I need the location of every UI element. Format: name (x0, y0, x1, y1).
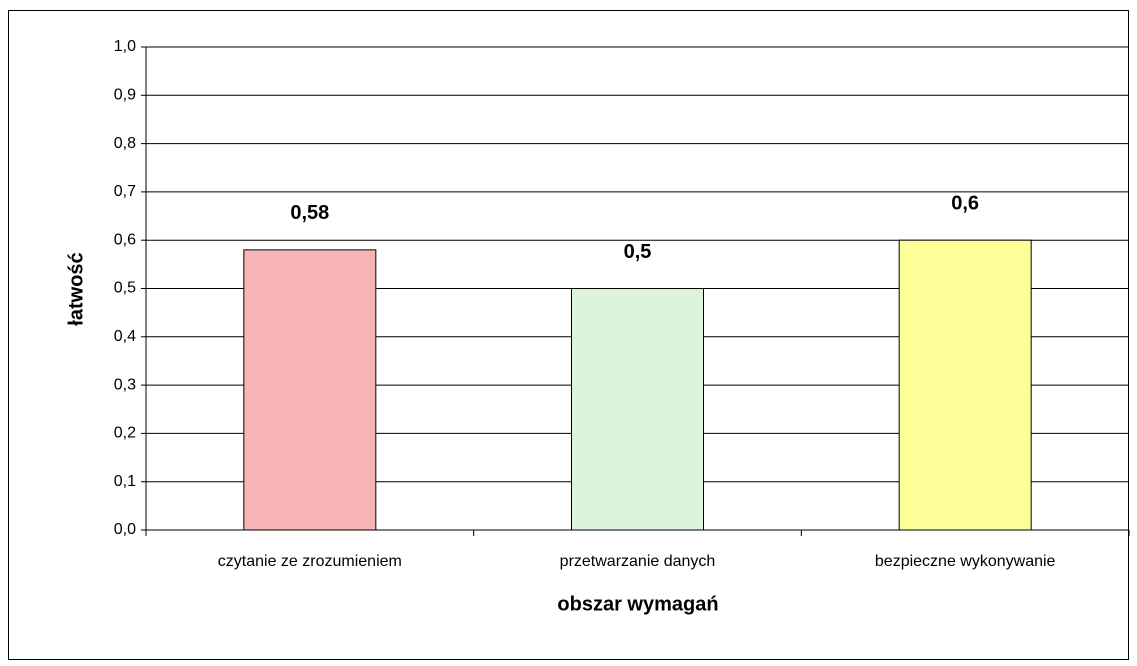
x-axis-title: obszar wymagań (557, 593, 718, 615)
y-tick-label: 1,0 (114, 38, 136, 55)
bar (898, 239, 1032, 531)
data-label: 0,6 (951, 192, 979, 214)
x-tick-label: czytanie ze zrozumieniem (218, 553, 402, 570)
bar (571, 288, 704, 531)
y-tick-label: 0,4 (114, 328, 136, 345)
y-tick-label: 0,8 (114, 135, 136, 152)
bar (243, 249, 377, 531)
y-tick-label: 0,3 (114, 376, 136, 393)
x-tick-label: przetwarzanie danych (560, 553, 716, 570)
x-tick-label: bezpieczne wykonywanie (875, 553, 1056, 570)
y-tick-label: 0,6 (114, 231, 136, 248)
y-tick-label: 0,1 (114, 473, 136, 490)
y-tick-label: 0,9 (114, 87, 136, 104)
y-tick-label: 0,5 (114, 280, 136, 297)
y-axis-title: łatwość (65, 252, 87, 325)
y-tick-label: 0,2 (114, 425, 136, 442)
data-label: 0,5 (624, 241, 652, 263)
y-tick-label: 0,7 (114, 183, 136, 200)
data-label: 0,58 (290, 202, 329, 224)
y-tick-label: 0,0 (114, 521, 136, 538)
